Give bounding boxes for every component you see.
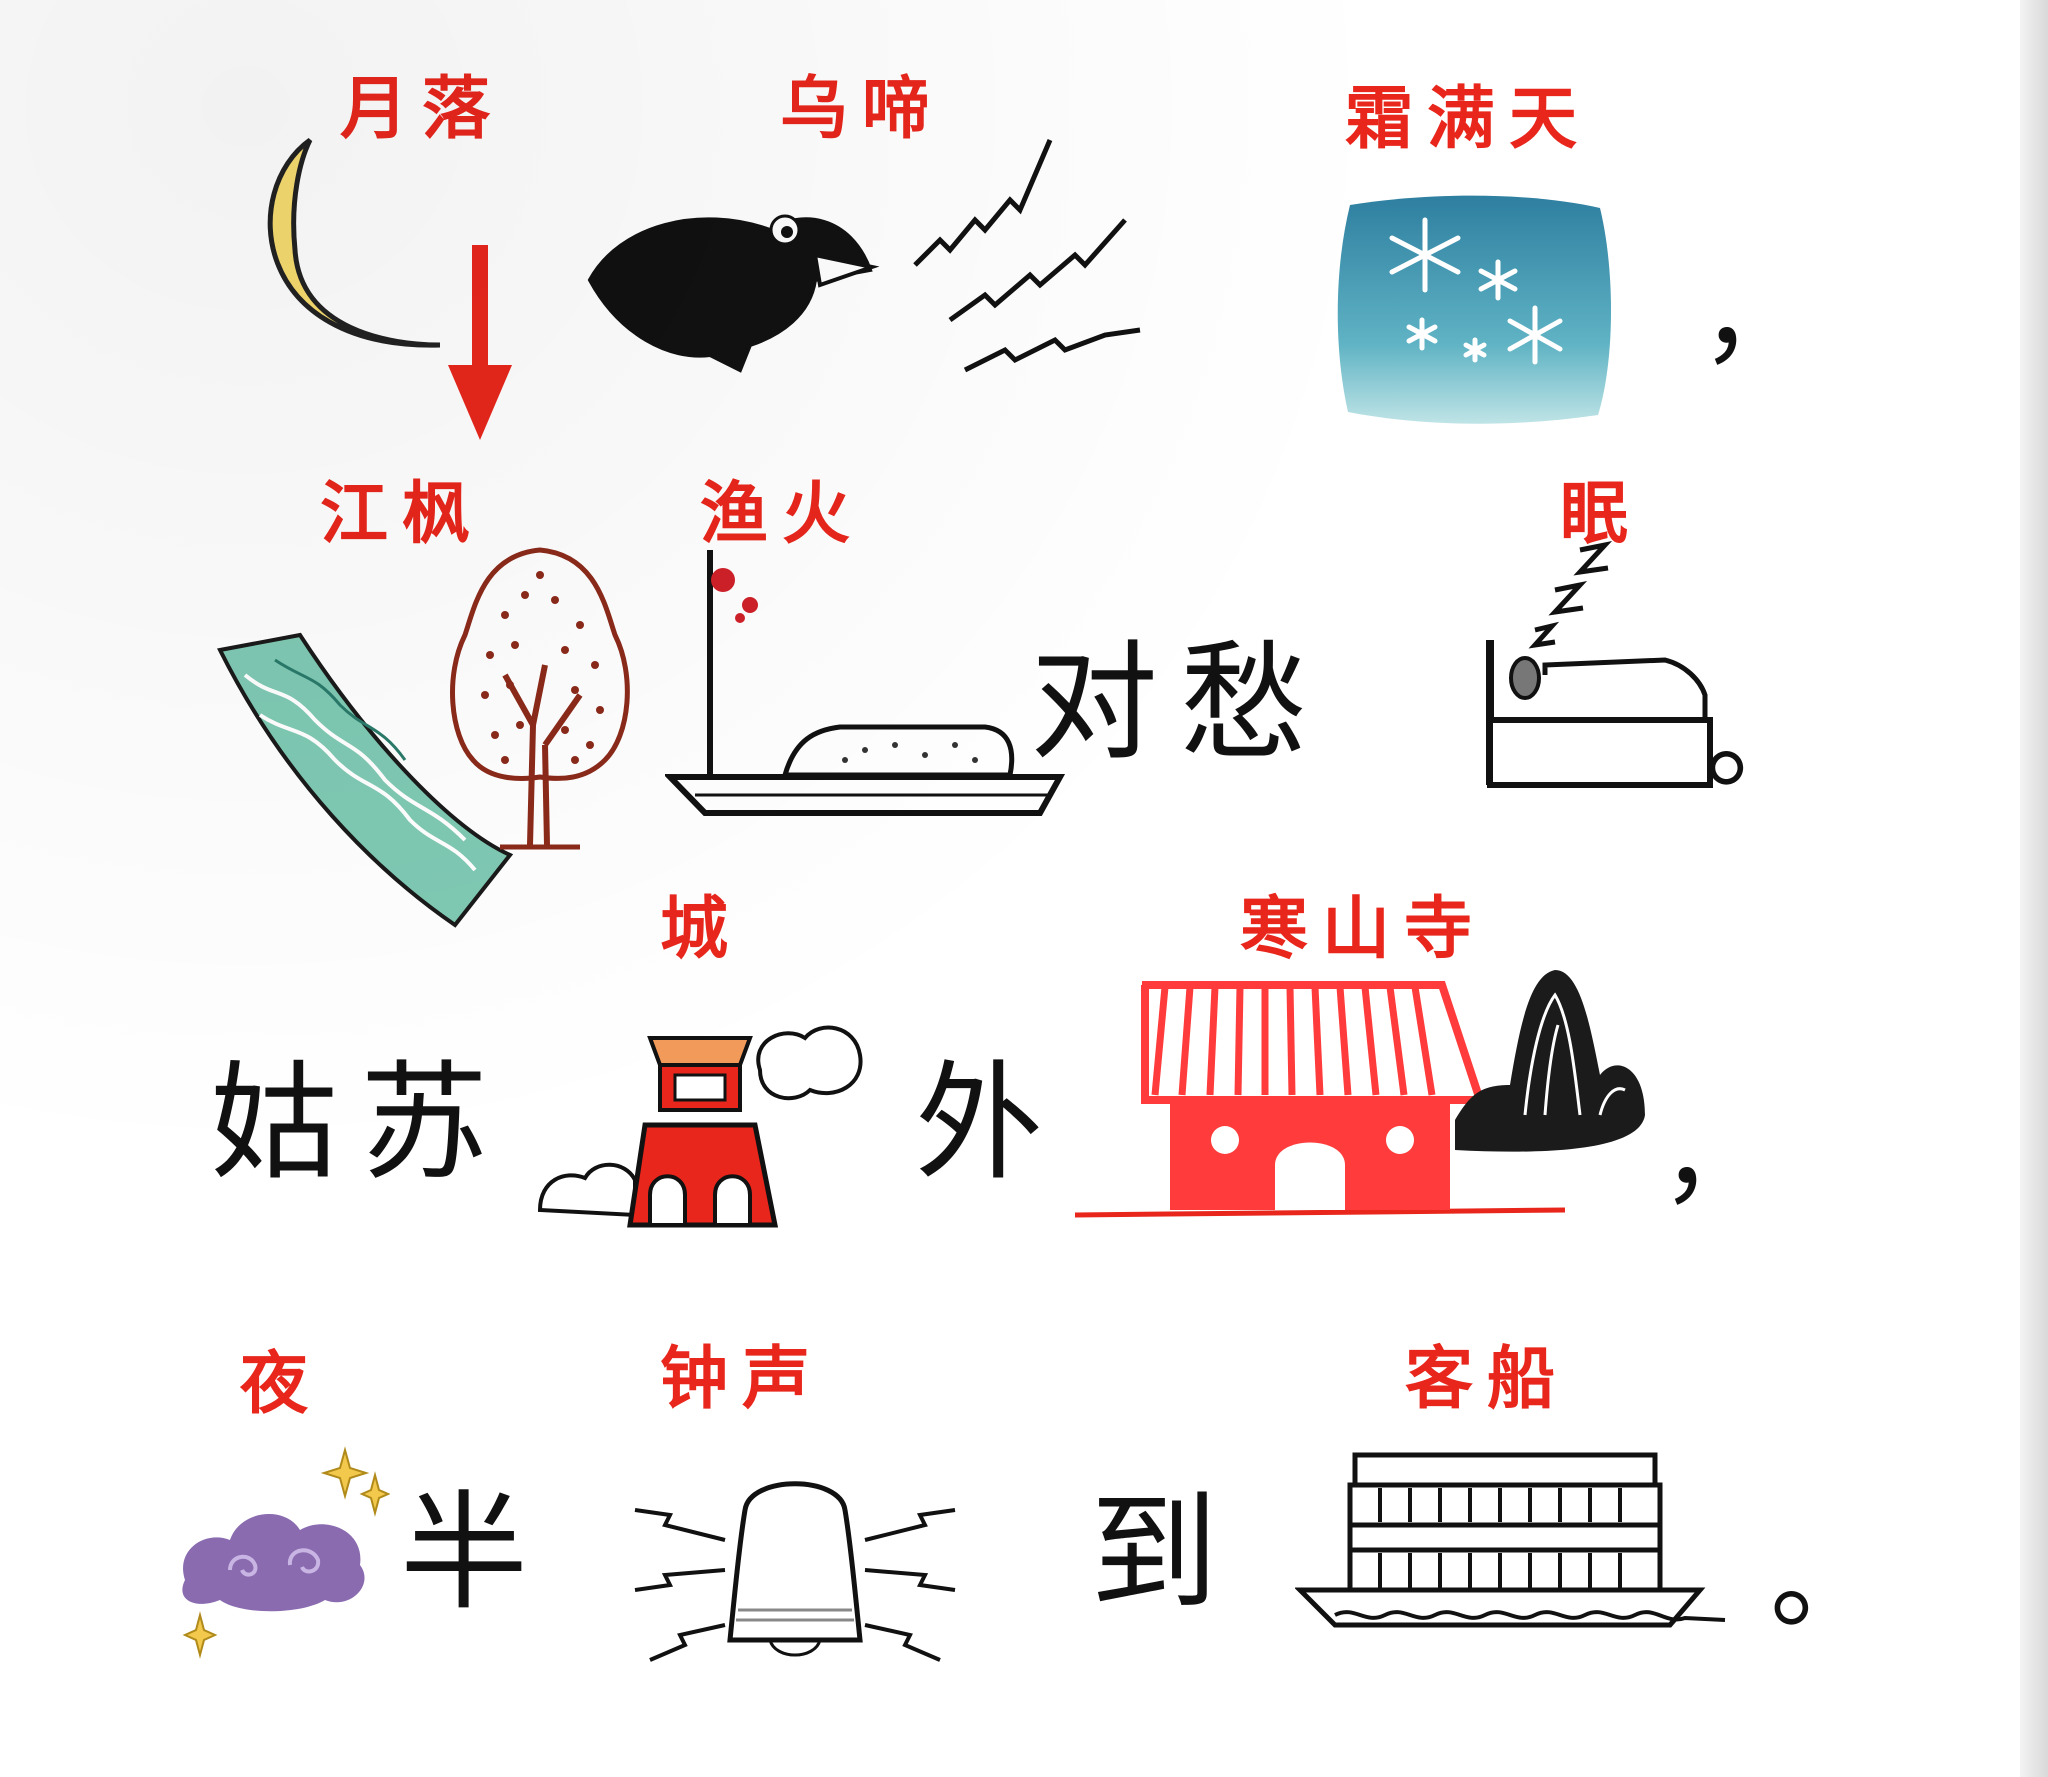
period-line4: 。 [1770,1516,1880,1644]
text-dao: 到 [1090,1479,1241,1628]
label-hanshan-temple: 寒山寺 [1240,889,1487,969]
page-edge [2020,0,2048,1777]
cloud-icon-2 [756,1025,863,1101]
sleeping-bed-icon [1486,541,1713,788]
label-passenger-boat: 客船 [1405,1339,1570,1419]
maple-tree-icon [450,547,630,850]
text-dui-chou: 对愁 [1030,629,1331,778]
crow-icon [587,214,880,373]
cloud-icon [537,1162,637,1218]
mountain-icon [1455,970,1645,1152]
text-wai: 外 [915,1049,1066,1198]
label-fishing-fire: 渔火 [700,474,865,554]
sound-waves-icon [913,139,1141,373]
label-moon-setting: 月落 [340,69,505,149]
temple-icon [1074,981,1566,1218]
night-cloud-icon [182,1446,390,1659]
label-sleep: 眠 [1560,474,1643,554]
fishing-boat-icon [665,550,1065,816]
text-gusu: 姑苏 [210,1049,511,1198]
label-bell: 钟声 [660,1339,825,1419]
river-icon [217,632,514,928]
passenger-boat-icon [1295,1452,1726,1628]
city-gate-icon [537,1025,863,1228]
label-river-maple: 江枫 [320,474,485,554]
snowflake-sky-icon [1337,195,1612,424]
label-crow-cry: 乌啼 [780,69,945,149]
period-line2: 。 [1705,676,1815,804]
moon-icon [267,137,440,348]
down-arrow-icon [448,245,512,440]
label-frost-sky: 霜满天 [1345,79,1592,159]
comma-line1: ， [1700,251,1810,379]
text-ban: 半 [400,1479,551,1628]
bell-icon [634,1481,956,1662]
label-city: 城 [660,889,743,969]
comma-line3: ， [1660,1091,1770,1219]
label-night: 夜 [240,1344,323,1424]
